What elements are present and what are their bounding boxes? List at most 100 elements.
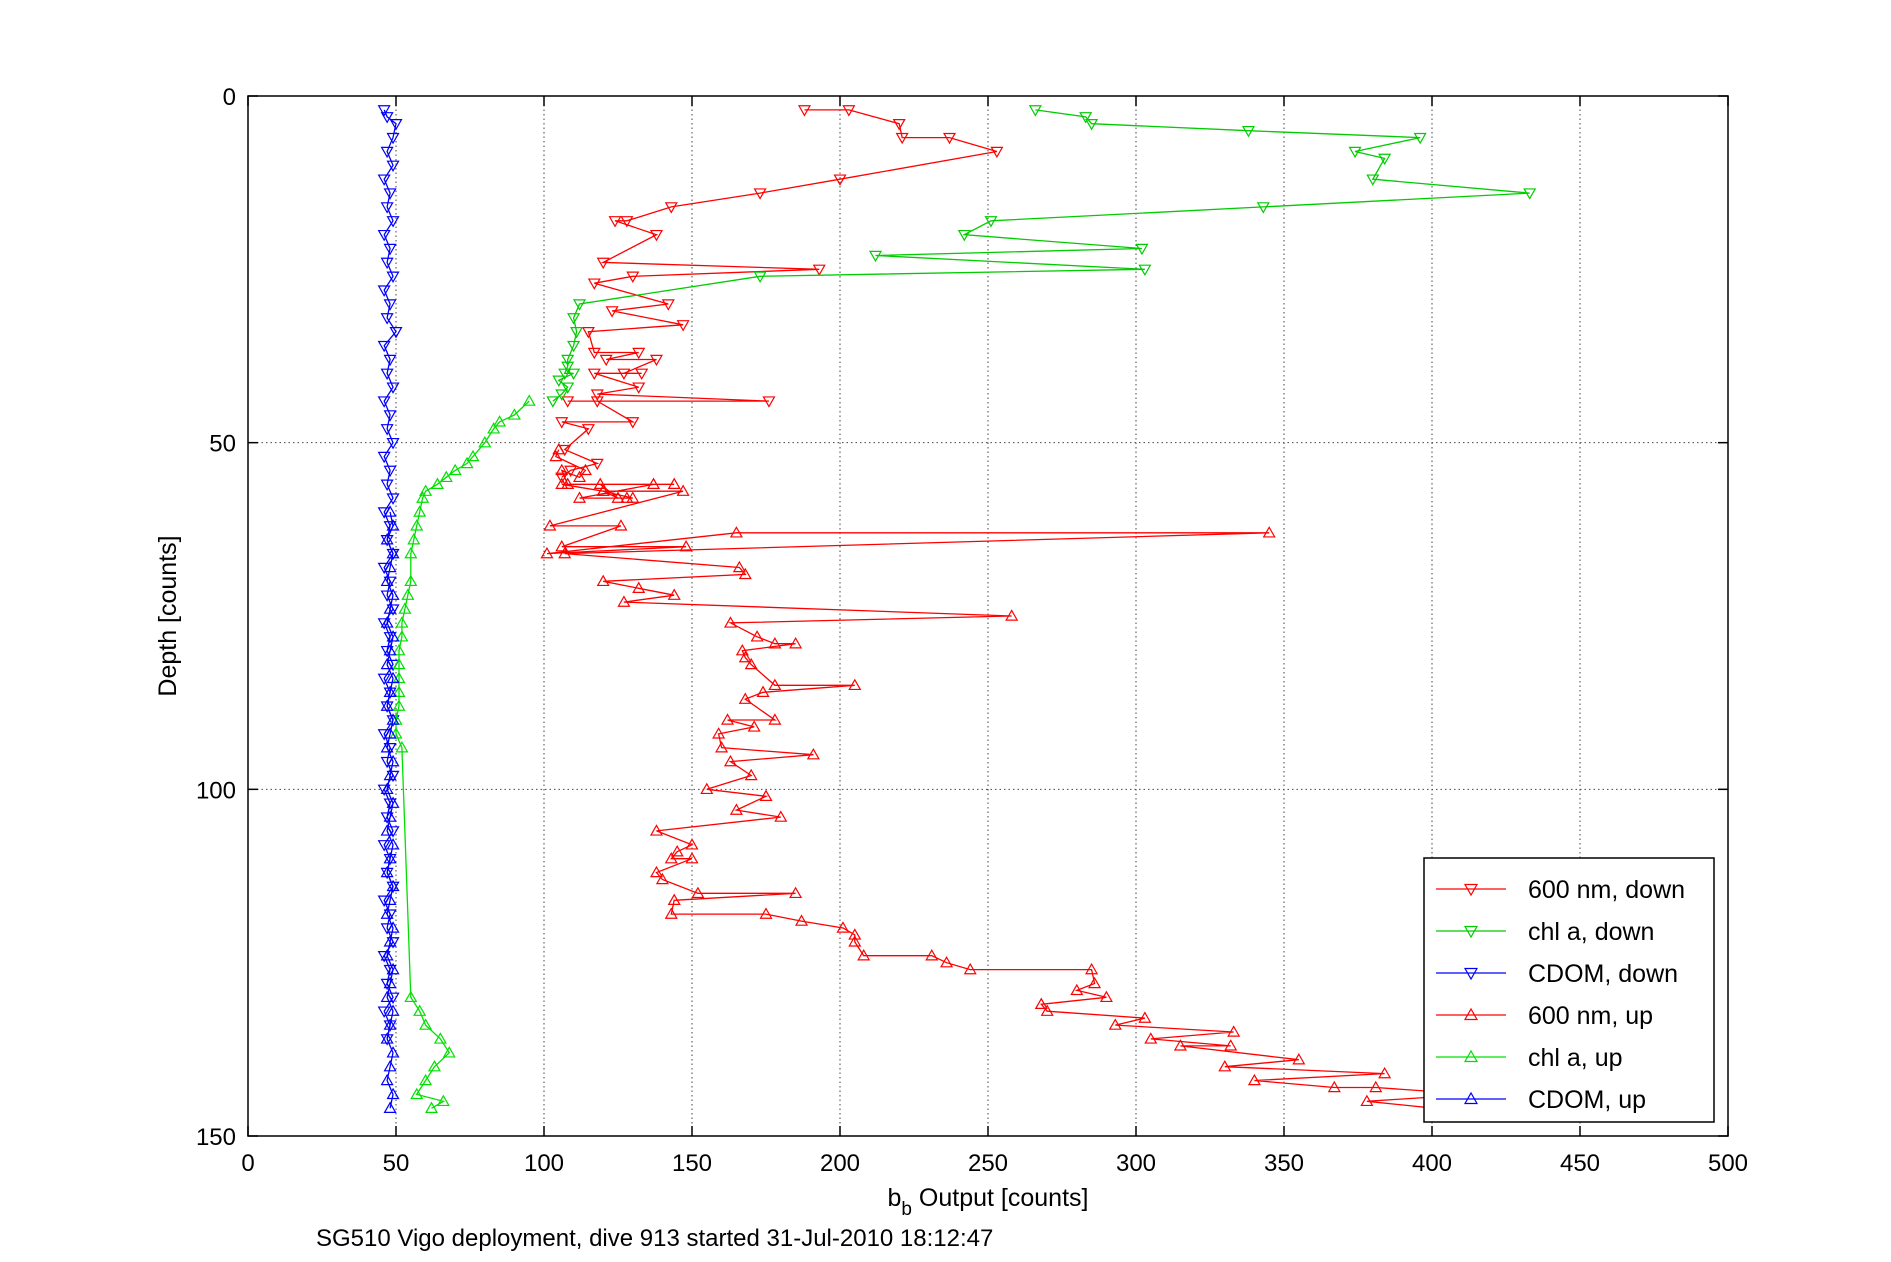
legend-box (1423, 857, 1715, 1123)
legend-label: chl a, up (1528, 1044, 1623, 1072)
data-point (410, 1087, 424, 1100)
y-tick-label: 0 (223, 84, 236, 111)
data-point (377, 105, 391, 117)
x-tick-label: 450 (1560, 1150, 1600, 1177)
data-point (581, 424, 595, 436)
data-point (552, 442, 566, 455)
data-point (561, 361, 575, 374)
data-point (555, 463, 569, 476)
data-point (1292, 1053, 1306, 1065)
data-point (383, 851, 397, 864)
data-point (833, 174, 847, 186)
data-point (1378, 153, 1392, 166)
data-point (380, 368, 394, 381)
data-point (895, 132, 909, 145)
data-point (546, 396, 560, 408)
data-point (543, 519, 557, 531)
data-point (836, 921, 850, 933)
data-point (632, 382, 646, 394)
legend-marker (1463, 967, 1479, 981)
data-point (380, 867, 394, 880)
data-point (380, 865, 394, 878)
data-point (789, 886, 803, 899)
data-point (383, 768, 397, 781)
data-point (685, 851, 699, 864)
data-point (581, 327, 595, 339)
data-point (380, 782, 394, 795)
data-point (380, 424, 394, 436)
legend-label: CDOM, down (1528, 960, 1678, 988)
series-600-nm-up (540, 442, 1480, 1113)
data-point (380, 1073, 394, 1086)
data-point (655, 872, 669, 885)
data-point (1028, 105, 1042, 117)
series-600-nm-down (555, 105, 1004, 485)
data-point (789, 637, 803, 649)
x-axis-label-main: b (888, 1184, 902, 1212)
data-point (1413, 132, 1427, 145)
data-point (430, 477, 444, 489)
data-point (1366, 174, 1380, 186)
x-axis-label: bb Output [counts] (888, 1184, 1089, 1220)
data-point (596, 257, 610, 270)
data-point (1369, 1080, 1383, 1093)
data-point (377, 840, 391, 852)
data-point (507, 408, 521, 420)
data-point (667, 588, 681, 600)
data-point (984, 216, 998, 228)
data-point (729, 526, 743, 538)
data-point (380, 616, 394, 628)
data-point (380, 741, 394, 753)
data-point (386, 671, 400, 684)
data-point (848, 928, 862, 940)
data-point (386, 881, 400, 894)
legend-item: 600 nm, down (1436, 876, 1685, 904)
data-point (386, 962, 400, 975)
data-point (442, 1046, 456, 1058)
data-point (667, 477, 681, 489)
data-point (599, 354, 613, 367)
data-point (768, 713, 782, 725)
data-point (395, 616, 409, 628)
data-point (383, 188, 397, 200)
data-point (617, 368, 631, 381)
legend-label: 600 nm, down (1528, 876, 1685, 904)
data-point (1256, 202, 1270, 214)
data-point (794, 914, 809, 926)
series-line (552, 109, 1530, 402)
data-point (753, 188, 767, 200)
data-point (1224, 1039, 1238, 1051)
data-point (407, 533, 421, 545)
data-point (806, 747, 820, 760)
data-point (413, 1004, 427, 1016)
data-point (522, 394, 536, 406)
data-point (383, 935, 397, 947)
data-point (848, 678, 862, 691)
data-point (768, 637, 782, 649)
data-point (377, 229, 391, 242)
data-point (383, 243, 397, 256)
data-point (383, 1101, 397, 1113)
data-point (561, 382, 575, 394)
data-point (626, 271, 640, 283)
data-point (436, 1094, 450, 1107)
data-point (646, 477, 661, 489)
data-point (380, 574, 394, 587)
data-point (1360, 1094, 1374, 1107)
data-point (990, 146, 1004, 159)
data-series (377, 105, 1537, 1113)
legend-marker (1463, 1049, 1479, 1063)
data-point (383, 727, 397, 739)
data-point (1218, 1059, 1232, 1072)
data-point (614, 519, 628, 531)
data-point (460, 456, 474, 469)
legend-marker (1463, 883, 1479, 897)
data-point (386, 754, 400, 767)
series-cdom-up (380, 505, 400, 1113)
data-point (383, 643, 397, 656)
data-point (392, 699, 406, 711)
data-point (392, 657, 406, 670)
data-point (942, 132, 957, 145)
data-point (383, 354, 397, 367)
data-point (377, 451, 391, 464)
